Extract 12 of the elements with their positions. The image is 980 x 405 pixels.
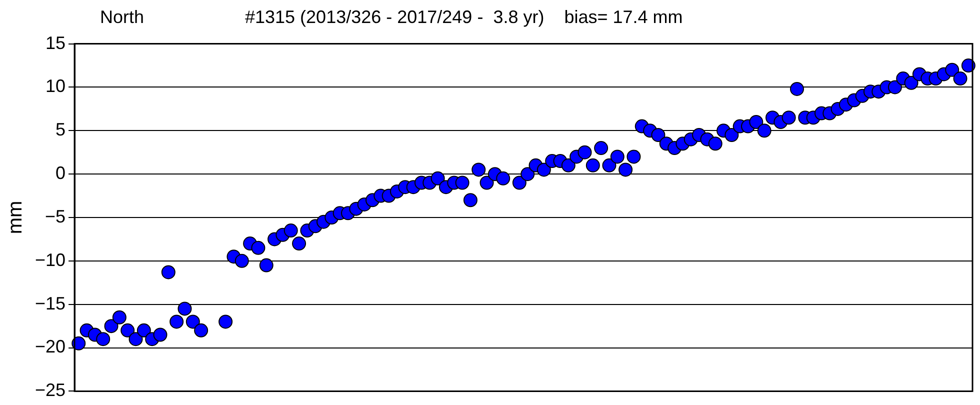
y-tick-label: −10 (34, 250, 66, 270)
y-tick-label: 0 (56, 163, 66, 184)
chart-title: North (100, 6, 144, 29)
y-tick-label: −15 (34, 293, 66, 314)
y-tick-label: 15 (46, 32, 66, 53)
y-tick-label: −25 (34, 380, 66, 400)
y-tick-label: 5 (56, 120, 66, 140)
y-axis-title: mm (4, 200, 27, 234)
chart-subtitle: #1315 (2013/326 - 2017/249 - 3.8 yr) bias= 17.4 mm (245, 6, 683, 29)
y-tick-label: −5 (45, 206, 66, 226)
y-tick-label: 10 (46, 76, 66, 96)
y-tick-label: −20 (34, 336, 66, 357)
